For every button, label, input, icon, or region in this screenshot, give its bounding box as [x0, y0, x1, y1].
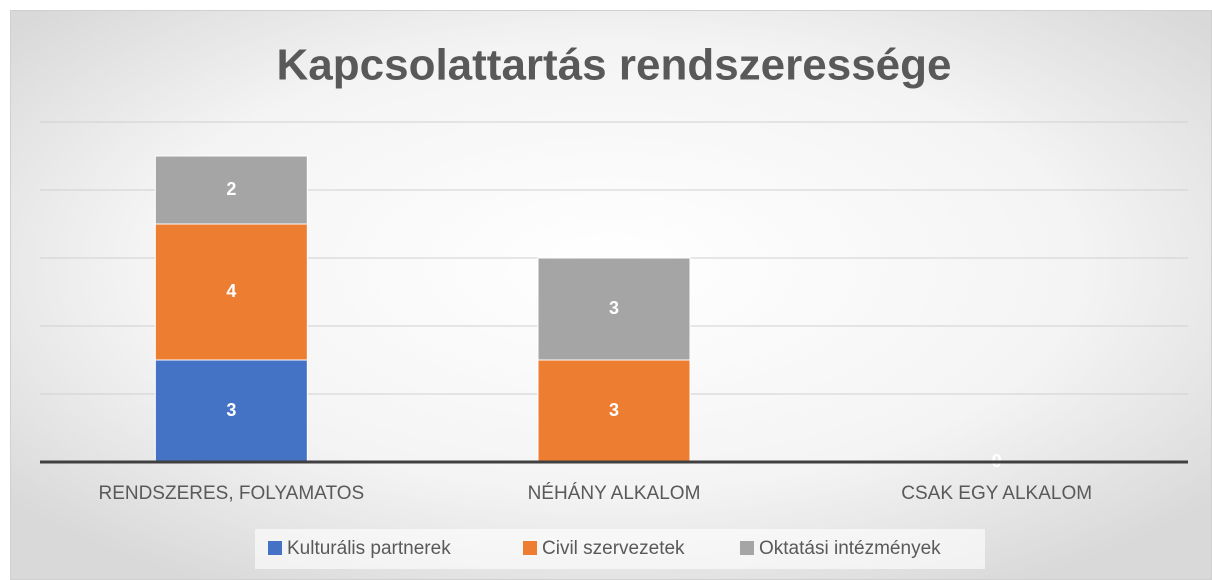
- data-label: 2: [226, 179, 236, 199]
- bar-segment: [537, 359, 691, 463]
- legend-label: Oktatási intézmények: [759, 538, 941, 559]
- data-label: 3: [609, 298, 619, 318]
- legend-label: Kulturális partnerek: [287, 538, 451, 559]
- chart-title: Kapcsolattartás rendszeressége: [277, 41, 952, 90]
- x-tick-label: CSAK EGY ALKALOM: [901, 483, 1092, 504]
- x-tick-label: RENDSZERES, FOLYAMATOS: [98, 483, 364, 504]
- data-label: 3: [609, 400, 619, 420]
- data-label: 4: [226, 281, 236, 301]
- legend-swatch: [268, 541, 282, 555]
- legend-swatch: [740, 541, 754, 555]
- bar-segment: [154, 155, 308, 225]
- bar-segment: [154, 223, 308, 361]
- legend-box: [255, 529, 985, 569]
- legend-swatch: [523, 541, 537, 555]
- data-label: 3: [226, 400, 236, 420]
- x-tick-label: NÉHÁNY ALKALOM: [528, 483, 701, 504]
- legend-label: Civil szervezetek: [542, 538, 685, 559]
- bar-segment: [537, 257, 691, 361]
- bar-segment: [154, 359, 308, 463]
